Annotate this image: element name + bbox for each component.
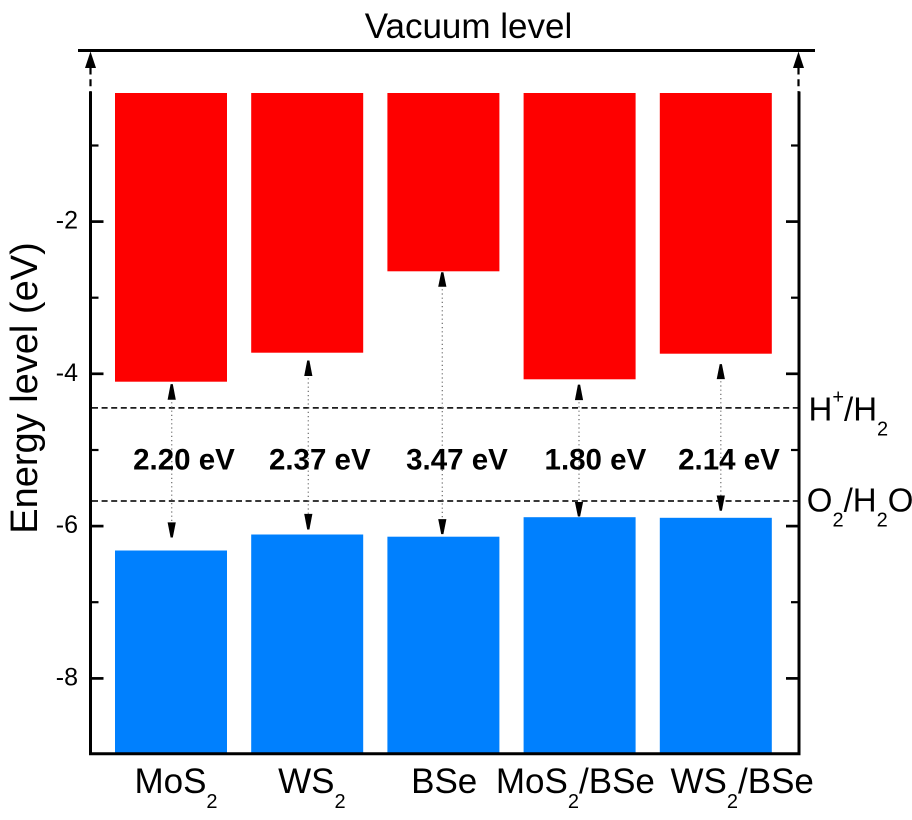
svg-text:-4: -4 — [56, 359, 78, 387]
svg-text:3.47 eV: 3.47 eV — [406, 444, 508, 477]
svg-text:BSe: BSe — [411, 762, 477, 801]
svg-text:-6: -6 — [56, 511, 78, 539]
svg-text:1.80 eV: 1.80 eV — [545, 444, 647, 477]
svg-text:Vacuum level: Vacuum level — [365, 7, 573, 46]
svg-text:-8: -8 — [56, 663, 78, 691]
svg-text:2.14 eV: 2.14 eV — [678, 444, 780, 477]
svg-text:Energy level (eV): Energy level (eV) — [4, 242, 46, 533]
svg-text:-2: -2 — [56, 207, 78, 235]
svg-text:2.37 eV: 2.37 eV — [269, 444, 371, 477]
svg-text:2.20 eV: 2.20 eV — [133, 444, 235, 477]
